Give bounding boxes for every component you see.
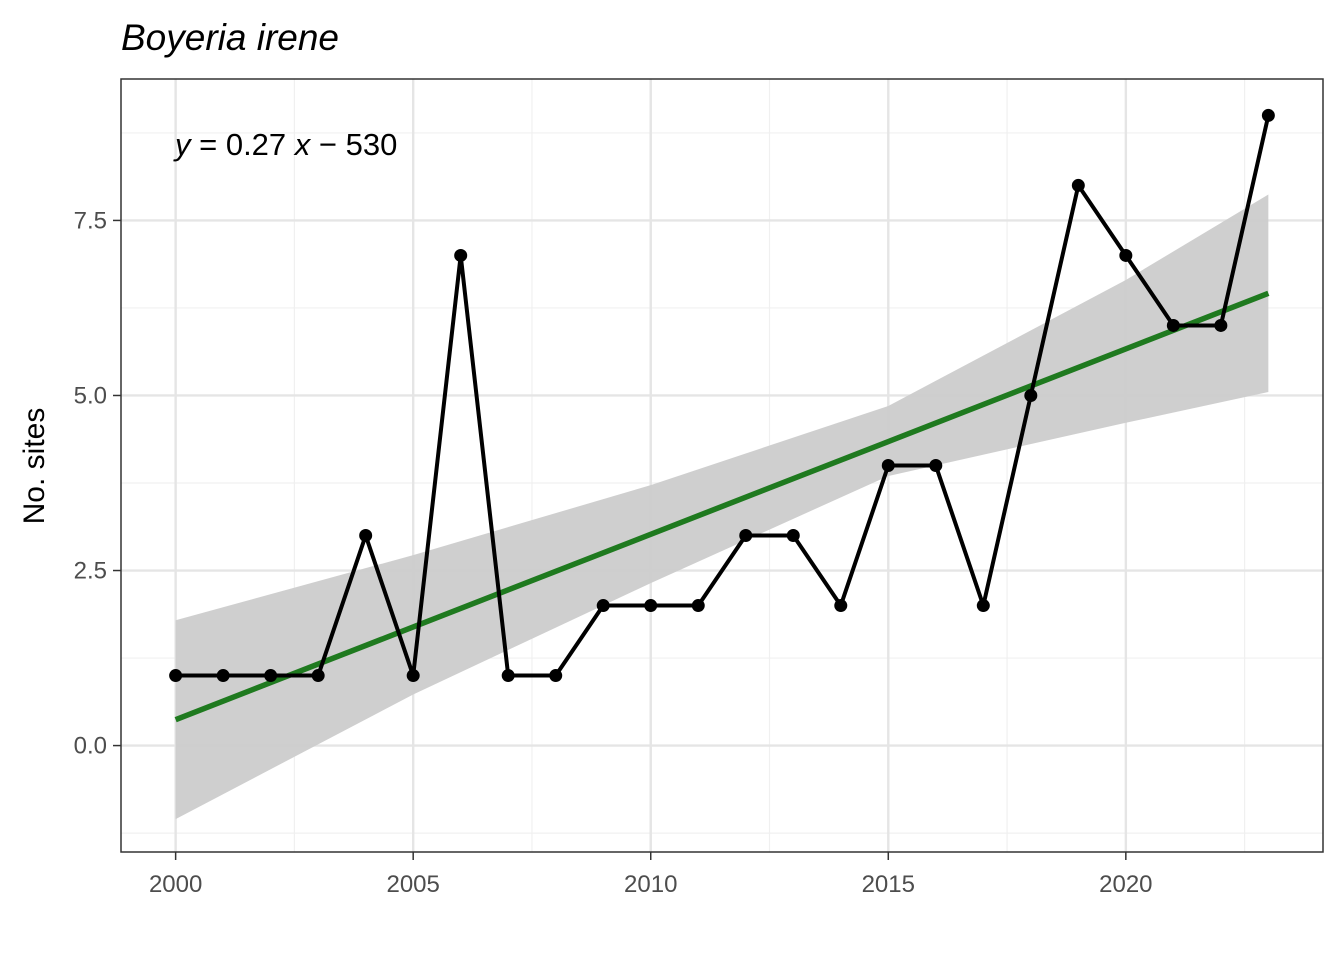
data-point	[1166, 318, 1180, 332]
equation-middle: = 0.27	[191, 127, 295, 162]
trend-line	[174, 290, 1270, 723]
data-point	[1214, 318, 1228, 332]
series-line	[175, 114, 1271, 678]
panel-border	[120, 78, 1324, 853]
x-tick-label: 2015	[862, 871, 915, 898]
data-point	[644, 599, 658, 613]
data-point	[311, 669, 325, 683]
data-point	[976, 599, 990, 613]
data-point	[691, 599, 705, 613]
y-tick-label: 5.0	[74, 382, 107, 409]
data-point	[406, 669, 420, 683]
y-tick-label: 0.0	[74, 733, 107, 760]
data-point	[359, 529, 373, 543]
equation-y: y	[173, 127, 193, 162]
y-tick-label: 2.5	[74, 558, 107, 585]
data-point	[834, 599, 848, 613]
x-tick-label: 2005	[386, 871, 439, 898]
data-point	[786, 529, 800, 543]
data-point	[596, 599, 610, 613]
equation-x: x	[293, 127, 312, 162]
x-tick-label: 2020	[1099, 871, 1152, 898]
data-point	[1261, 108, 1275, 122]
trend-line-group	[174, 290, 1270, 723]
data-point	[739, 529, 753, 543]
x-tick-label: 2010	[624, 871, 677, 898]
data-point	[549, 669, 563, 683]
data-point	[216, 669, 230, 683]
data-point	[881, 459, 895, 472]
data-point	[264, 669, 278, 683]
data-point	[1119, 248, 1133, 262]
data-point	[1024, 388, 1038, 402]
data-point	[454, 248, 468, 262]
regression-equation: y = 0.27 x − 530	[173, 127, 397, 162]
y-tick-label: 7.5	[74, 207, 107, 234]
data-point	[929, 459, 943, 472]
chart-title: Boyeria irene	[121, 17, 339, 58]
x-tick-label: 2000	[149, 871, 202, 898]
series-group	[169, 108, 1275, 683]
data-point	[501, 669, 515, 683]
equation-tail: − 530	[310, 127, 397, 162]
axes: 2000 2005 2010 2015 2020 0.0 2.5 5.0 7.5	[74, 207, 1153, 898]
data-point	[169, 669, 183, 683]
data-point	[1071, 178, 1085, 192]
y-axis-title: No. sites	[18, 408, 51, 525]
